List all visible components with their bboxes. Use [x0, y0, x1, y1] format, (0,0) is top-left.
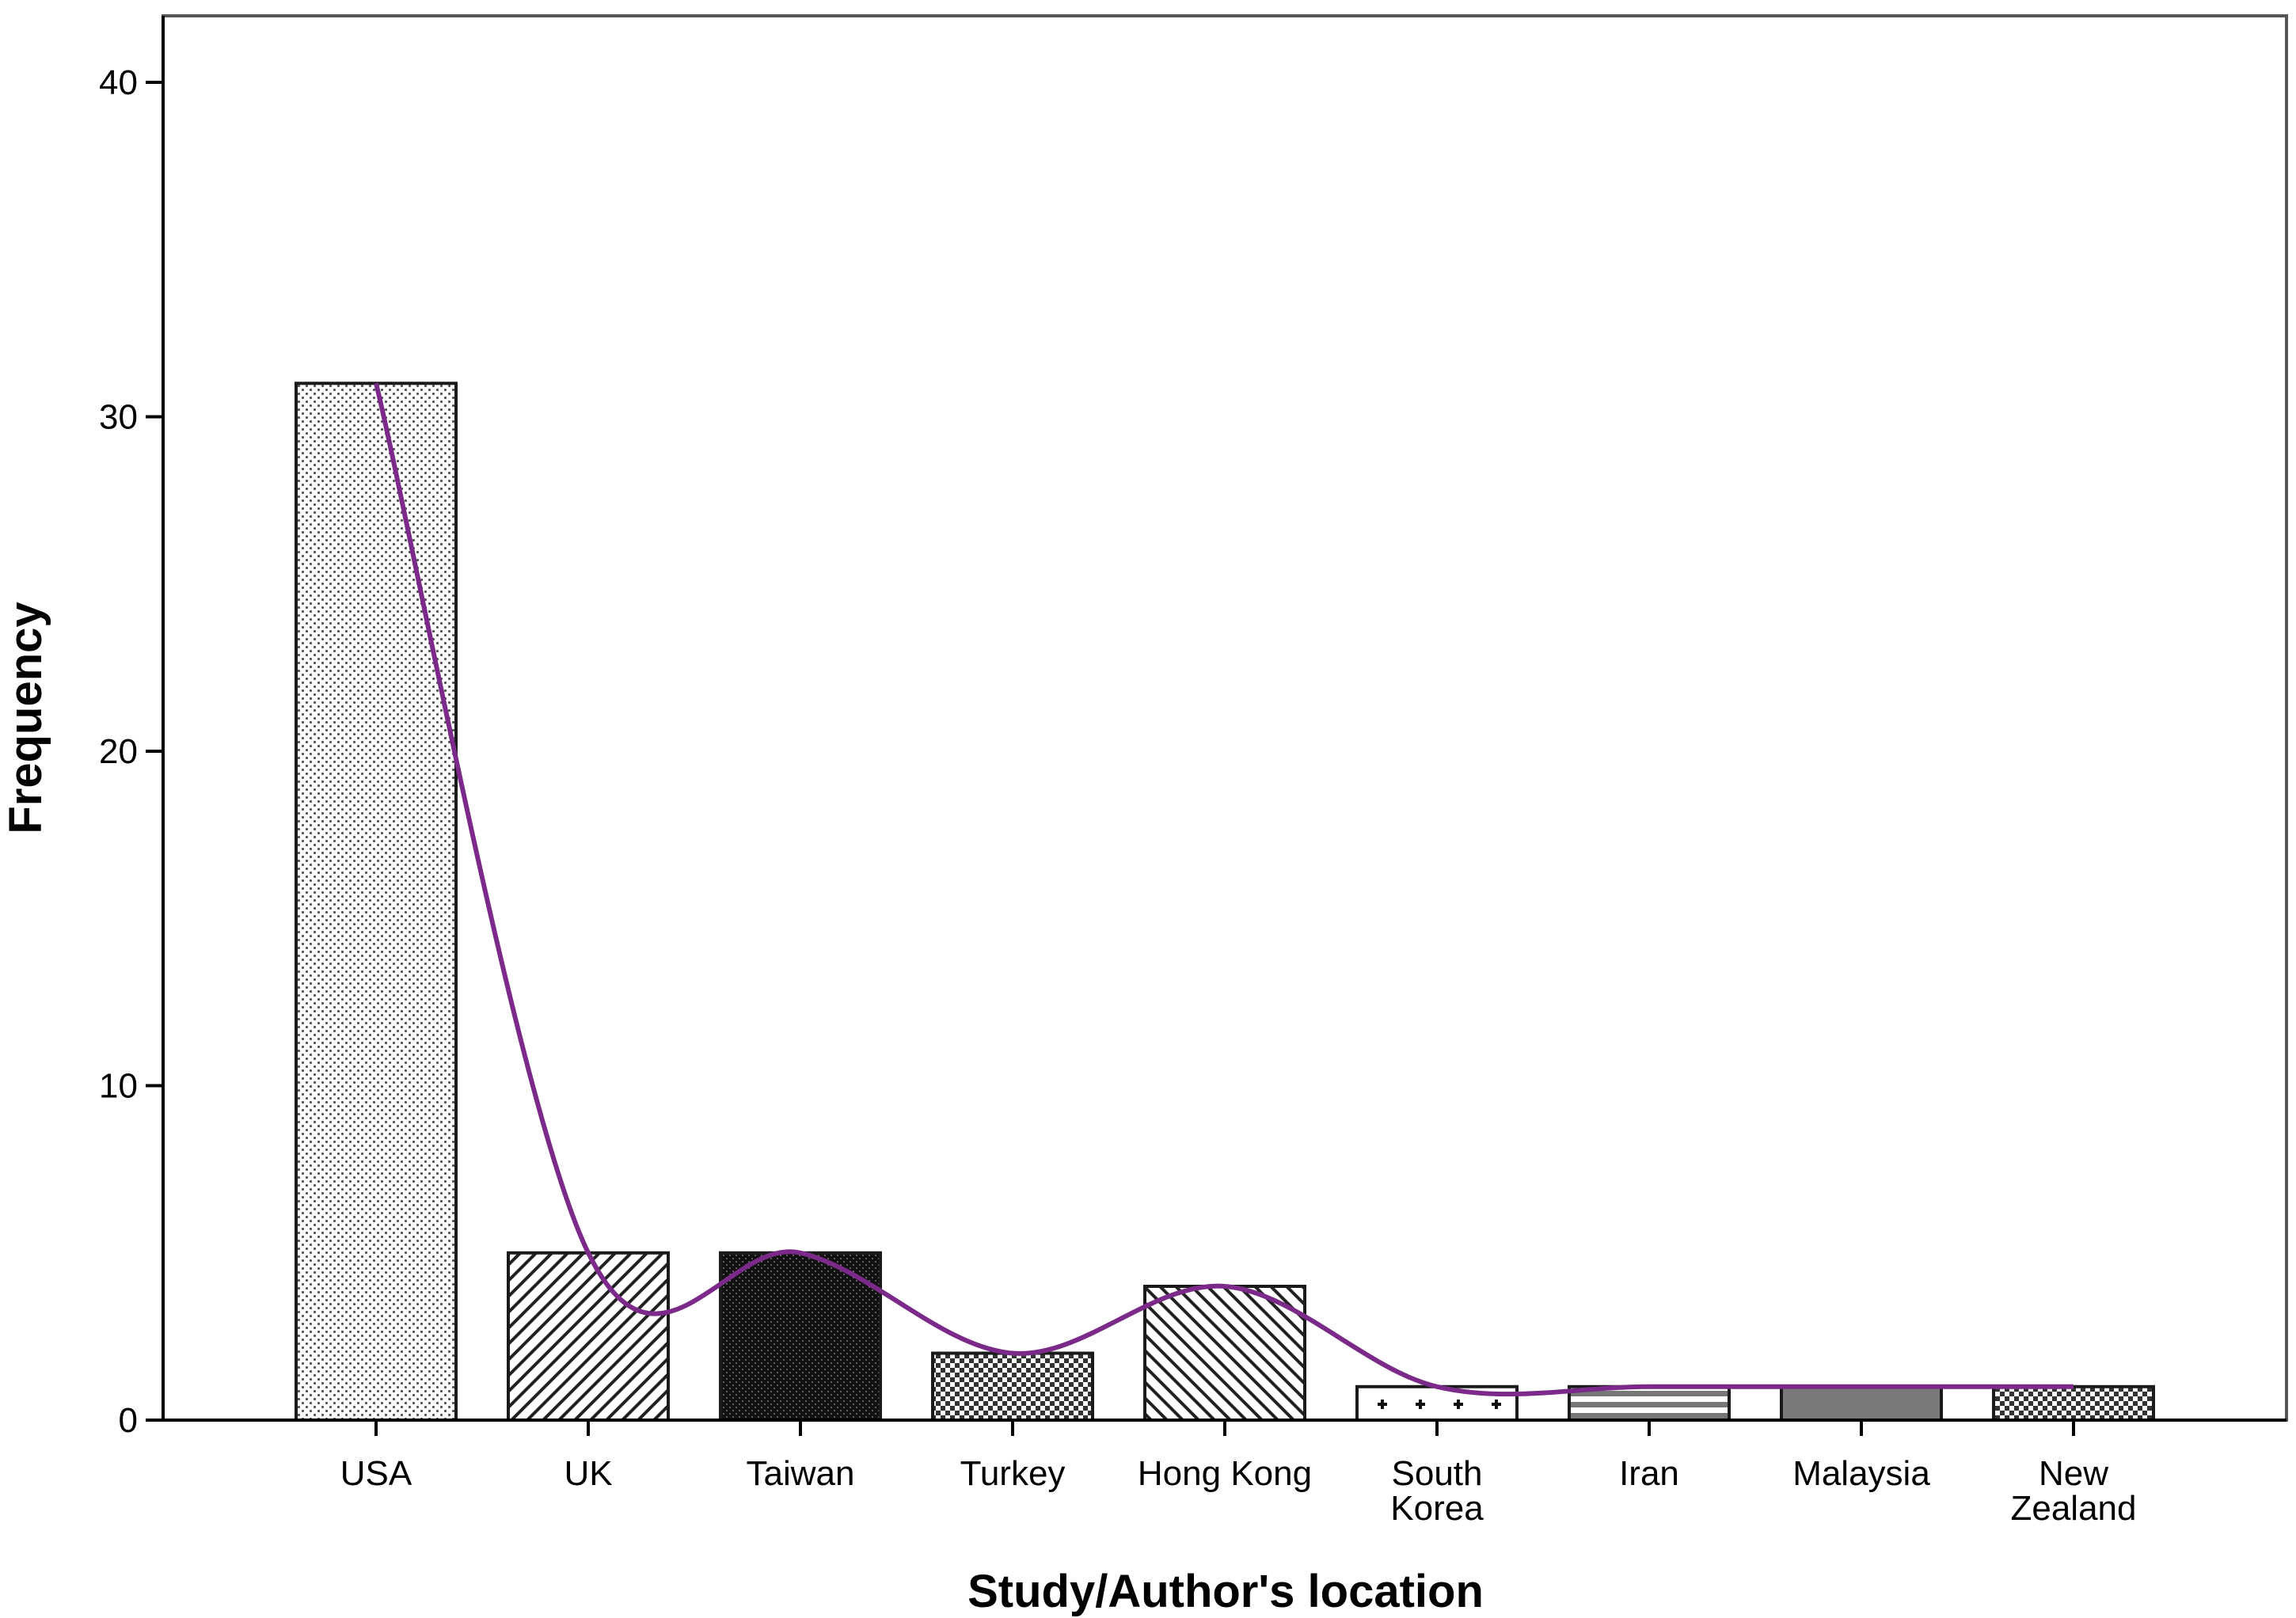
x-tick-label: Korea: [1390, 1489, 1484, 1528]
y-tick-label: 10: [99, 1067, 138, 1106]
bar: [1143, 1285, 1306, 1422]
bar: [931, 1351, 1094, 1422]
x-tick-label: Iran: [1619, 1454, 1679, 1493]
x-tick-label: Turkey: [960, 1454, 1066, 1493]
y-tick-label: 0: [119, 1401, 138, 1440]
x-tick-label: Taiwan: [747, 1454, 855, 1493]
bars-group: [295, 382, 2155, 1422]
x-tick-label: Zealand: [2010, 1489, 2136, 1528]
x-tick-label: Hong Kong: [1138, 1454, 1312, 1493]
density-curve: [374, 382, 2074, 1397]
plot-frame: [162, 14, 2288, 1422]
bar: [507, 1251, 670, 1422]
y-axis-ticks: 0 10 20 30 40: [99, 16, 165, 1440]
bar: [719, 1251, 882, 1422]
bar: [1780, 1384, 1943, 1422]
bar: [295, 382, 458, 1422]
x-tick-label: UK: [564, 1454, 612, 1493]
y-tick-label: 30: [99, 398, 138, 437]
y-axis-title: Frequency: [0, 602, 51, 834]
y-tick-label: 20: [99, 732, 138, 771]
y-tick-label: 40: [99, 63, 138, 102]
x-tick-label: South: [1392, 1454, 1483, 1493]
bar: [1568, 1384, 1731, 1422]
bar: [1992, 1384, 2155, 1422]
x-tick-label: USA: [340, 1454, 412, 1493]
x-tick-label: New: [2039, 1454, 2108, 1493]
x-axis-title: Study/Author's location: [967, 1566, 1484, 1617]
x-tick-label: Malaysia: [1792, 1454, 1930, 1493]
